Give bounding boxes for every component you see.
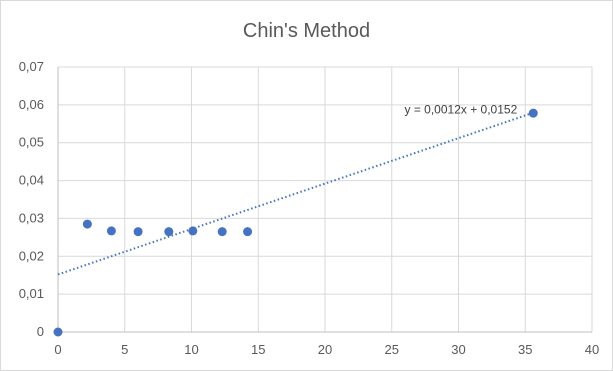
x-tick-label: 35	[518, 342, 532, 357]
data-point	[188, 226, 198, 236]
x-tick-label: 0	[54, 342, 61, 357]
x-tick-label: 25	[385, 342, 399, 357]
y-tick-label: 0,01	[19, 286, 44, 301]
x-tick-label: 5	[121, 342, 128, 357]
data-point	[133, 227, 143, 237]
tick-labels-layer: 0 0,01 0,02 0,03 0,04 0,05 0,06 0,07 0 5 10 15 20 25 3…	[19, 59, 600, 357]
data-points-layer	[53, 108, 538, 337]
y-tick-label: 0,02	[19, 248, 44, 263]
data-point	[53, 327, 63, 337]
trendline-equation-label: y = 0,0012x + 0,0152	[404, 103, 517, 117]
y-tick-label: 0,04	[19, 173, 44, 188]
x-tick-label: 15	[251, 342, 265, 357]
x-tick-label: 10	[184, 342, 198, 357]
y-tick-label: 0,03	[19, 210, 44, 225]
y-tick-label: 0,06	[19, 97, 44, 112]
x-tick-label: 20	[318, 342, 332, 357]
data-point	[82, 219, 92, 229]
trendline	[57, 111, 534, 276]
x-tick-label: 30	[451, 342, 465, 357]
trendline-layer: y = 0,0012x + 0,0152	[57, 103, 534, 276]
y-tick-label: 0,07	[19, 59, 44, 74]
chart-title: Chin's Method	[242, 20, 371, 42]
data-point	[528, 108, 538, 118]
grid-layer	[58, 66, 593, 332]
data-point	[164, 227, 174, 237]
data-point	[243, 227, 253, 237]
x-tick-label: 40	[585, 342, 599, 357]
axis-layer	[57, 67, 592, 333]
data-point	[106, 226, 116, 236]
data-point	[217, 227, 227, 237]
y-tick-label: 0	[37, 324, 44, 339]
y-tick-label: 0,05	[19, 135, 44, 150]
